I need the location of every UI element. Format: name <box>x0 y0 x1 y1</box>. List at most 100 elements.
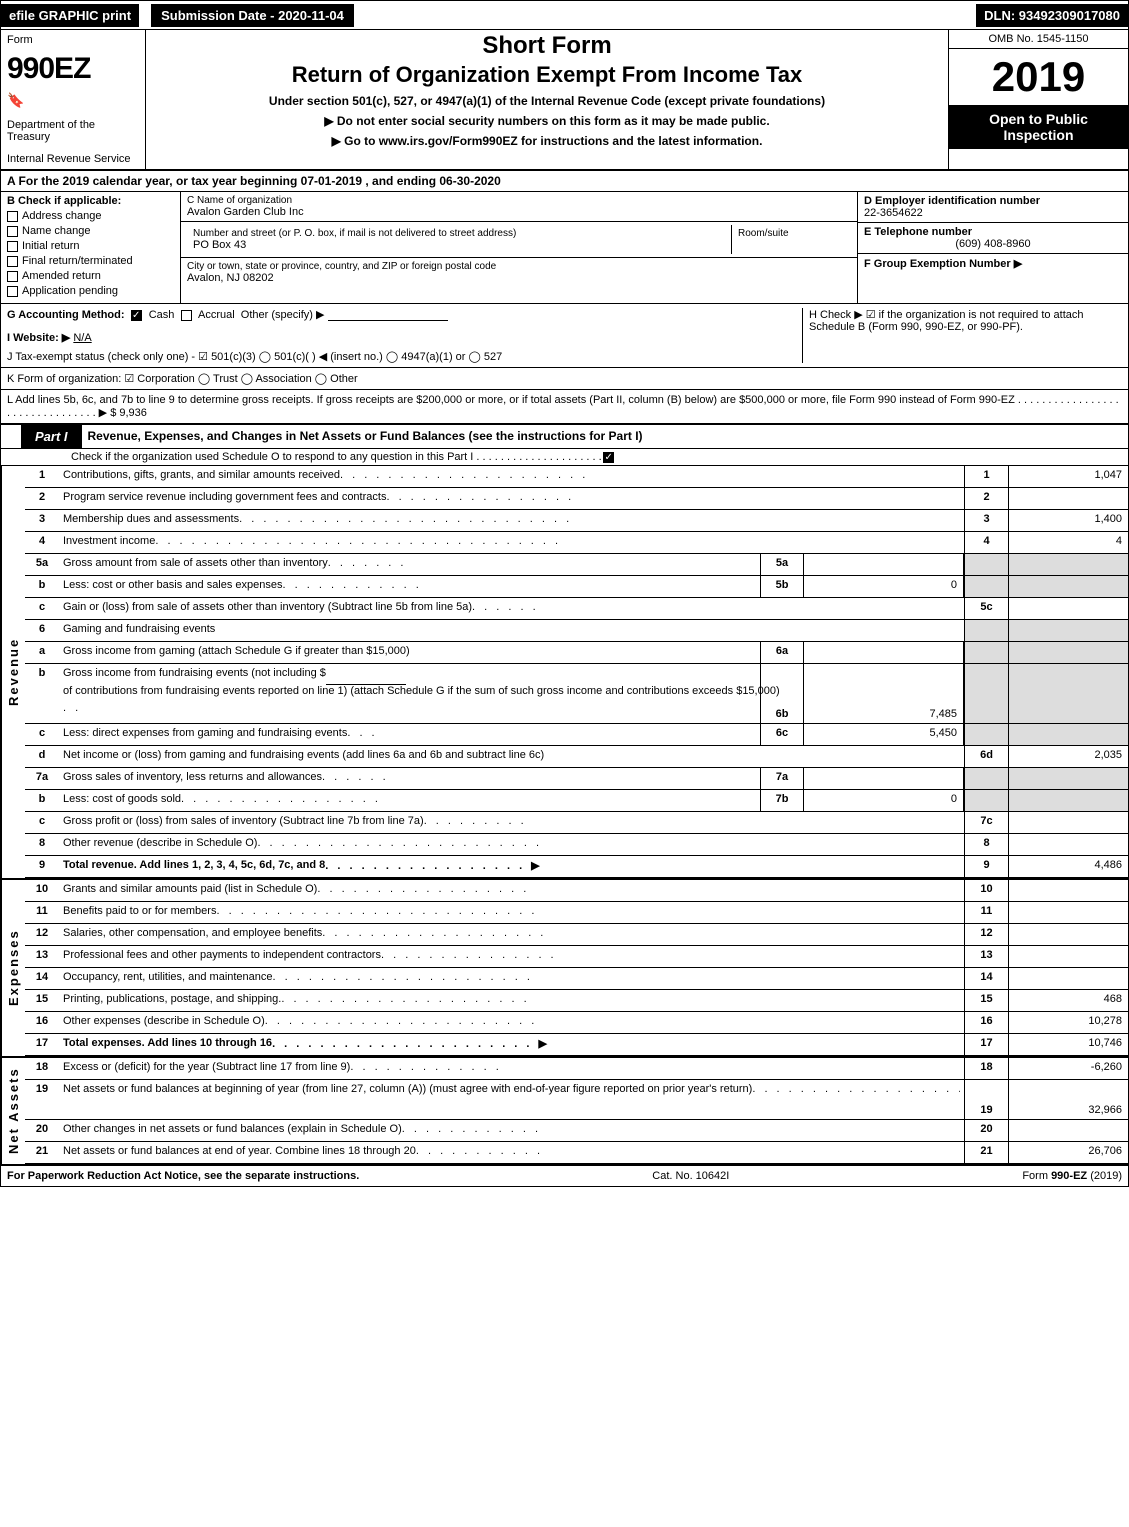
line-num: 15 <box>25 990 59 1011</box>
checkbox-icon[interactable] <box>7 256 18 267</box>
chk-name-change[interactable]: Name change <box>7 225 174 237</box>
line-refnum: 1 <box>964 466 1008 487</box>
city-value: Avalon, NJ 08202 <box>187 272 851 284</box>
dots-icon: . . . . . . . . . . . . . . . . . . . . … <box>273 971 960 986</box>
efile-print-button[interactable]: efile GRAPHIC print <box>1 4 139 27</box>
street-block: Number and street (or P. O. box, if mail… <box>181 222 857 258</box>
line-num: d <box>25 746 59 767</box>
line-desc: Gain or (loss) from sale of assets other… <box>63 601 472 616</box>
line-20: 20Other changes in net assets or fund ba… <box>25 1120 1128 1142</box>
line-num: 13 <box>25 946 59 967</box>
dots-icon: . . . . . . <box>322 771 756 786</box>
chk-label: Name change <box>22 225 91 237</box>
line-desc: Other changes in net assets or fund bala… <box>63 1123 402 1138</box>
line-num: 10 <box>25 880 59 901</box>
accrual-checkbox-icon[interactable] <box>181 310 192 321</box>
shaded-cell <box>964 620 1008 641</box>
dots-icon: . . . . . . . . . <box>424 815 960 830</box>
line-refnum: 15 <box>964 990 1008 1011</box>
shaded-cell <box>1008 642 1128 663</box>
line-desc: Less: cost of goods sold <box>63 793 181 808</box>
chk-initial-return[interactable]: Initial return <box>7 240 174 252</box>
expenses-block: Expenses 10Grants and similar amounts pa… <box>1 878 1128 1056</box>
line-num: 3 <box>25 510 59 531</box>
tax-year: 2019 <box>949 49 1128 105</box>
line-refnum: 3 <box>964 510 1008 531</box>
goto-irs-link[interactable]: ▶ Go to www.irs.gov/Form990EZ for instru… <box>156 134 938 148</box>
mid-num: 7a <box>760 768 804 789</box>
chk-application-pending[interactable]: Application pending <box>7 285 174 297</box>
header-mid: Short Form Return of Organization Exempt… <box>146 30 948 169</box>
line-num: b <box>25 664 59 723</box>
line-16: 16Other expenses (describe in Schedule O… <box>25 1012 1128 1034</box>
line-value: -6,260 <box>1008 1058 1128 1079</box>
checkbox-icon[interactable] <box>7 286 18 297</box>
ein-label: D Employer identification number <box>864 195 1122 207</box>
line-num: c <box>25 812 59 833</box>
line-num: 2 <box>25 488 59 509</box>
checkbox-icon[interactable] <box>7 226 18 237</box>
line-value <box>1008 812 1128 833</box>
g-label: G Accounting Method: <box>7 309 125 321</box>
dots-icon: . . . . . . . . . . . . . . . . . . . <box>752 1083 960 1116</box>
line-refnum: 7c <box>964 812 1008 833</box>
mid-num: 5a <box>760 554 804 575</box>
line-value <box>1008 946 1128 967</box>
line-17: 17Total expenses. Add lines 10 through 1… <box>25 1034 1128 1056</box>
dots-icon: . . . . . . . . . . . . . . . . . . . . … <box>340 469 960 484</box>
section-h: H Check ▶ ☑ if the organization is not r… <box>802 308 1122 363</box>
mid-val: 7,485 <box>804 664 964 723</box>
line-refnum: 16 <box>964 1012 1008 1033</box>
line-value <box>1008 968 1128 989</box>
line-num: 5a <box>25 554 59 575</box>
line-num: 14 <box>25 968 59 989</box>
line-value: 10,746 <box>1008 1034 1128 1055</box>
line-desc-part2: of contributions from fundraising events… <box>63 685 780 703</box>
section-b: B Check if applicable: Address change Na… <box>1 192 181 303</box>
line-desc: Other revenue (describe in Schedule O) <box>63 837 257 852</box>
line-desc: Printing, publications, postage, and shi… <box>63 993 281 1008</box>
part1-tab: Part I <box>21 425 82 448</box>
line-8: 8 Other revenue (describe in Schedule O)… <box>25 834 1128 856</box>
line-desc: Total expenses. Add lines 10 through 16 <box>63 1037 272 1049</box>
line-desc: Net income or (loss) from gaming and fun… <box>63 749 544 764</box>
submission-date-button[interactable]: Submission Date - 2020-11-04 <box>149 2 356 29</box>
omb-number: OMB No. 1545-1150 <box>949 30 1128 49</box>
schedule-o-checkbox-icon[interactable] <box>603 452 614 463</box>
ein-block: D Employer identification number 22-3654… <box>858 192 1128 223</box>
chk-final-return[interactable]: Final return/terminated <box>7 255 174 267</box>
ein-value: 22-3654622 <box>864 207 1122 219</box>
line-refnum: 12 <box>964 924 1008 945</box>
checkbox-icon[interactable] <box>7 271 18 282</box>
group-exemption-block: F Group Exemption Number ▶ <box>858 254 1128 273</box>
shaded-cell <box>964 724 1008 745</box>
cash-checkbox-icon[interactable] <box>131 310 142 321</box>
form-header: Form 990EZ 🔖 Department of the Treasury … <box>1 29 1128 169</box>
chk-address-change[interactable]: Address change <box>7 210 174 222</box>
chk-amended-return[interactable]: Amended return <box>7 270 174 282</box>
shaded-cell <box>964 664 1008 723</box>
dots-icon: . . . . . . . . . . . . . . . . . . . . … <box>265 1015 960 1030</box>
line-refnum: 6d <box>964 746 1008 767</box>
line-6d: d Net income or (loss) from gaming and f… <box>25 746 1128 768</box>
g-other-input[interactable] <box>328 320 448 321</box>
header-left: Form 990EZ 🔖 Department of the Treasury … <box>1 30 146 169</box>
shaded-cell <box>1008 790 1128 811</box>
mid-num: 6c <box>760 724 804 745</box>
checkbox-icon[interactable] <box>7 211 18 222</box>
privacy-note: ▶ Do not enter social security numbers o… <box>156 114 938 128</box>
open-to-public: Open to Public Inspection <box>949 105 1128 149</box>
dots-icon: . . . . . . . . . . . . . . . . . ▶ <box>325 859 960 874</box>
city-block: City or town, state or province, country… <box>181 258 857 287</box>
net-assets-block: Net Assets 18Excess or (deficit) for the… <box>1 1056 1128 1164</box>
line-18: 18Excess or (deficit) for the year (Subt… <box>25 1058 1128 1080</box>
street-label: Number and street (or P. O. box, if mail… <box>193 228 725 239</box>
line-desc: Excess or (deficit) for the year (Subtra… <box>63 1061 350 1076</box>
chk-label: Initial return <box>22 240 79 252</box>
contributions-input[interactable] <box>326 667 406 685</box>
line-desc: Membership dues and assessments <box>63 513 239 528</box>
line-num: 1 <box>25 466 59 487</box>
line-desc: Professional fees and other payments to … <box>63 949 381 964</box>
checkbox-icon[interactable] <box>7 241 18 252</box>
revenue-block: Revenue 1 Contributions, gifts, grants, … <box>1 466 1128 878</box>
